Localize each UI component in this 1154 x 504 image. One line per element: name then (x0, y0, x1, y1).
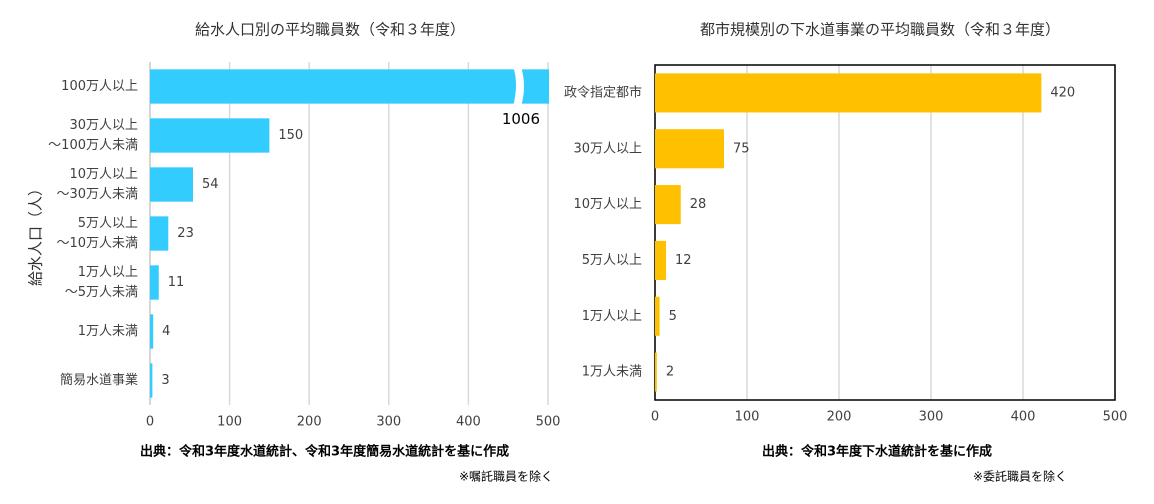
y-tick-label: ～5万人未満 (65, 285, 138, 300)
value-label: 54 (202, 177, 219, 192)
bar (655, 240, 667, 280)
y-tick-label: 10万人以上 (69, 167, 138, 182)
chart-title: 都市規模別の下水道事業の平均職員数（令和３年度） (700, 21, 1060, 39)
bar (655, 73, 1042, 113)
value-label: 12 (675, 253, 692, 268)
value-label: 1006 (502, 110, 540, 128)
x-tick-label: 500 (536, 415, 561, 430)
x-tick-label: 0 (146, 415, 154, 430)
source: 出典：令和3年度水道統計、令和3年度簡易水道統計を基に作成 (140, 444, 509, 460)
bar (150, 216, 169, 251)
note: ※委託職員を除く (973, 469, 1067, 484)
x-tick-label: 300 (376, 415, 401, 430)
value-label: 4 (162, 324, 170, 339)
axis-break (513, 66, 524, 107)
bar (150, 363, 153, 398)
x-tick-label: 400 (456, 415, 481, 430)
y-tick-label: 1万人以上 (78, 265, 138, 280)
y-axis-label: 給水人口（人） (27, 181, 45, 286)
x-tick-label: 200 (827, 410, 852, 425)
x-tick-label: 200 (297, 415, 322, 430)
x-tick-label: 0 (651, 410, 659, 425)
bars (150, 69, 549, 398)
x-tick-label: 300 (919, 410, 944, 425)
x-tick-label: 100 (735, 410, 760, 425)
x-tick-label: 500 (1103, 410, 1128, 425)
bar (655, 129, 724, 169)
x-tick-label: 100 (217, 415, 242, 430)
value-label: 11 (168, 275, 185, 290)
value-label: 75 (733, 141, 750, 156)
value-label: 5 (669, 309, 677, 324)
y-tick-label: 30万人以上 (69, 118, 138, 133)
bar (655, 352, 657, 392)
bar (150, 69, 549, 104)
value-label: 150 (278, 128, 303, 143)
y-tick-label: ～10万人未満 (56, 236, 138, 251)
y-tick-label: 政令指定都市 (564, 84, 642, 100)
y-tick-label: 簡易水道事業 (60, 372, 138, 388)
chart-title: 給水人口別の平均職員数（令和３年度） (195, 21, 465, 39)
note: ※嘱託職員を除く (459, 469, 553, 484)
y-tick-label: ～30万人未満 (56, 187, 138, 202)
value-label: 28 (690, 197, 707, 212)
plot-frame (654, 64, 1116, 401)
y-tick-label: 30万人以上 (573, 141, 642, 156)
bar (150, 167, 193, 202)
y-tick-label: 1万人以上 (582, 309, 642, 324)
value-label: 3 (161, 373, 169, 388)
y-tick-label: 100万人以上 (61, 79, 138, 94)
y-tick-label: 5万人以上 (582, 253, 642, 268)
value-label: 2 (666, 365, 674, 380)
bar (655, 185, 681, 225)
y-tick-label: 5万人以上 (78, 216, 138, 231)
y-tick-label: ～100万人未満 (48, 138, 138, 153)
y-tick-label: 10万人以上 (573, 197, 642, 212)
bar (655, 296, 660, 336)
bars (655, 73, 1042, 392)
value-label: 23 (177, 226, 194, 241)
bar (150, 314, 154, 349)
value-label: 420 (1050, 85, 1075, 100)
x-tick-label: 400 (1011, 410, 1036, 425)
source: 出典：令和3年度下水道統計を基に作成 (762, 444, 992, 460)
bar (150, 118, 270, 153)
bar (150, 265, 159, 300)
y-tick-label: 1万人未満 (582, 365, 642, 380)
y-tick-label: 1万人未満 (78, 324, 138, 339)
